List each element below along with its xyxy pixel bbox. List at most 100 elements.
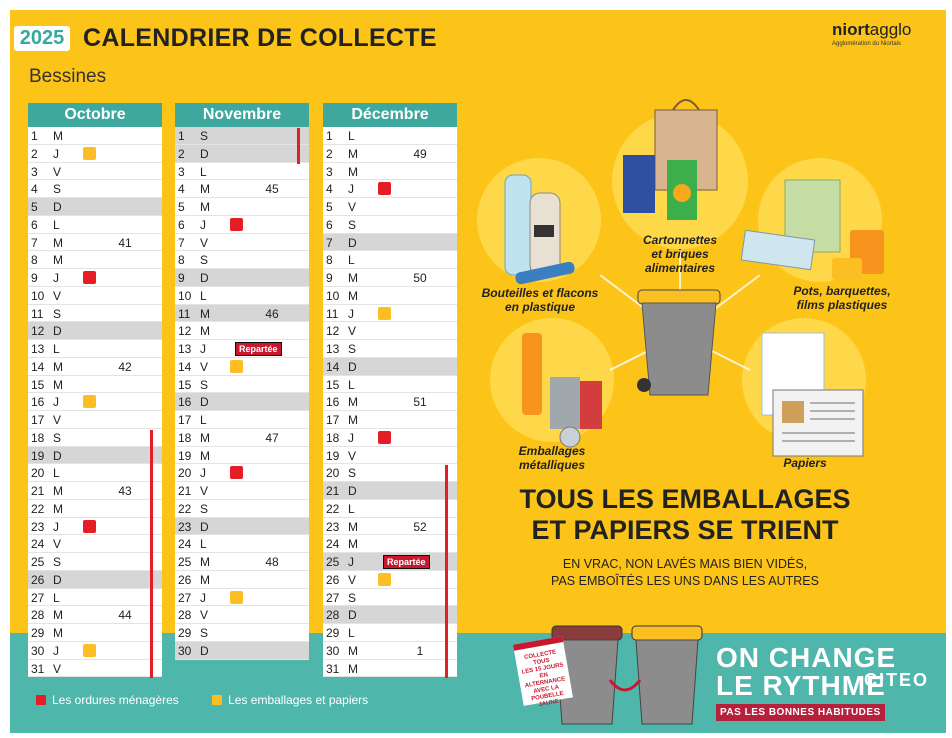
day-row: 14 M 42 <box>28 358 162 376</box>
month-column-december: Décembre 1 L 2 M 49 3 M 4 J 5 V 6 S 7 D 8 L 9 M 50 10 M 11 J 12 V… <box>323 103 457 678</box>
weekday-letter: M <box>200 182 210 197</box>
weekday-letter: D <box>200 643 209 658</box>
day-number: 24 <box>326 537 340 552</box>
weekday-letter: J <box>348 182 354 197</box>
weekday-letter: S <box>53 306 62 321</box>
week-number: 45 <box>265 182 279 197</box>
category-label-metal: Emballages métalliques <box>494 444 610 472</box>
day-number: 15 <box>326 377 340 392</box>
day-number: 3 <box>178 164 185 179</box>
day-row: 19 V <box>323 447 457 465</box>
day-number: 13 <box>326 342 340 356</box>
day-number: 14 <box>326 359 340 374</box>
campaign-bins-illustration <box>551 625 703 725</box>
month-header: Octobre <box>28 103 162 127</box>
household-waste-marker <box>230 466 243 480</box>
headline-line: TOUS LES EMBALLAGES <box>519 484 851 514</box>
day-number: 15 <box>31 377 45 392</box>
month-header: Décembre <box>323 103 457 127</box>
year-badge: 2025 <box>14 26 70 51</box>
weekday-letter: J <box>348 306 354 321</box>
day-number: 29 <box>31 626 45 640</box>
day-number: 20 <box>31 466 45 481</box>
day-row: 13 J Repartée <box>175 340 309 358</box>
day-number: 7 <box>326 235 333 250</box>
day-row: 7 M 41 <box>28 234 162 252</box>
day-number: 4 <box>326 182 333 197</box>
weekday-letter: M <box>348 288 358 303</box>
day-row: 22 L <box>323 500 457 518</box>
weekday-letter: J <box>348 555 354 569</box>
week-number: 52 <box>413 519 427 534</box>
weekday-letter: S <box>348 217 357 232</box>
day-row: 30 D <box>175 641 309 660</box>
recycling-marker <box>230 590 243 604</box>
week-number: 49 <box>413 146 427 161</box>
category-label-pots: Pots, barquettes, films plastiques <box>772 284 912 312</box>
day-number: 3 <box>326 164 333 179</box>
day-row: 29 L <box>323 624 457 642</box>
day-number: 17 <box>326 413 340 427</box>
recycling-marker <box>378 572 391 586</box>
weekday-letter: M <box>348 164 358 179</box>
day-number: 12 <box>31 324 45 339</box>
day-number: 21 <box>31 484 45 498</box>
day-number: 14 <box>31 359 45 374</box>
weekday-letter: V <box>348 324 357 339</box>
weekday-letter: L <box>348 253 355 268</box>
yellow-bin-icon <box>631 625 703 725</box>
weekday-letter: M <box>348 519 358 534</box>
weekday-letter: D <box>348 484 357 498</box>
weekday-letter: M <box>53 377 63 392</box>
weekday-letter: V <box>200 235 209 250</box>
subheadline: EN VRAC, NON LAVÉS MAIS BIEN VIDÉS, PAS … <box>475 556 895 590</box>
day-number: 21 <box>326 484 340 498</box>
recycling-illustration <box>504 99 884 457</box>
recycling-marker <box>230 359 243 373</box>
week-number: 47 <box>265 430 279 445</box>
day-number: 25 <box>326 555 340 569</box>
day-number: 13 <box>31 342 45 356</box>
red-period-bar <box>150 430 153 678</box>
day-row: 15 S <box>175 376 309 394</box>
weekday-letter: L <box>53 466 60 481</box>
day-number: 7 <box>31 235 38 250</box>
label-line: Emballages <box>518 444 586 458</box>
household-waste-marker <box>378 182 391 196</box>
weekday-letter: M <box>200 324 210 339</box>
weekday-letter: M <box>348 661 358 676</box>
day-row: 20 J <box>175 464 309 482</box>
weekday-letter: V <box>348 448 357 463</box>
day-row: 30 J <box>28 642 162 660</box>
day-row: 15 M <box>28 376 162 394</box>
day-row: 27 L <box>28 589 162 607</box>
weekday-letter: D <box>200 271 209 285</box>
day-number: 12 <box>178 324 192 339</box>
day-list: 1 L 2 M 49 3 M 4 J 5 V 6 S 7 D 8 L 9 M 50 10 M 11 J 12 V 13 S 14 D 15 L… <box>323 127 457 678</box>
weekday-letter: M <box>348 643 358 658</box>
category-label-bottles: Bouteilles et flacons en plastique <box>470 286 610 314</box>
weekday-letter: M <box>348 537 358 552</box>
day-number: 23 <box>178 519 192 534</box>
day-number: 26 <box>31 572 45 587</box>
day-number: 22 <box>31 501 45 516</box>
day-row: 12 V <box>323 322 457 340</box>
day-row: 10 M <box>323 287 457 305</box>
day-row: 23 M 52 <box>323 518 457 536</box>
day-row: 22 S <box>175 500 309 518</box>
day-row: 11 M 46 <box>175 304 309 323</box>
niortagglo-logo: niortagglo Agglomération du Niortais <box>832 20 932 47</box>
day-row: 21 D <box>323 482 457 500</box>
day-number: 4 <box>178 182 185 197</box>
day-number: 1 <box>178 129 185 143</box>
day-row: 16 J <box>28 393 162 411</box>
day-number: 26 <box>178 572 192 587</box>
day-row: 13 S <box>323 340 457 358</box>
